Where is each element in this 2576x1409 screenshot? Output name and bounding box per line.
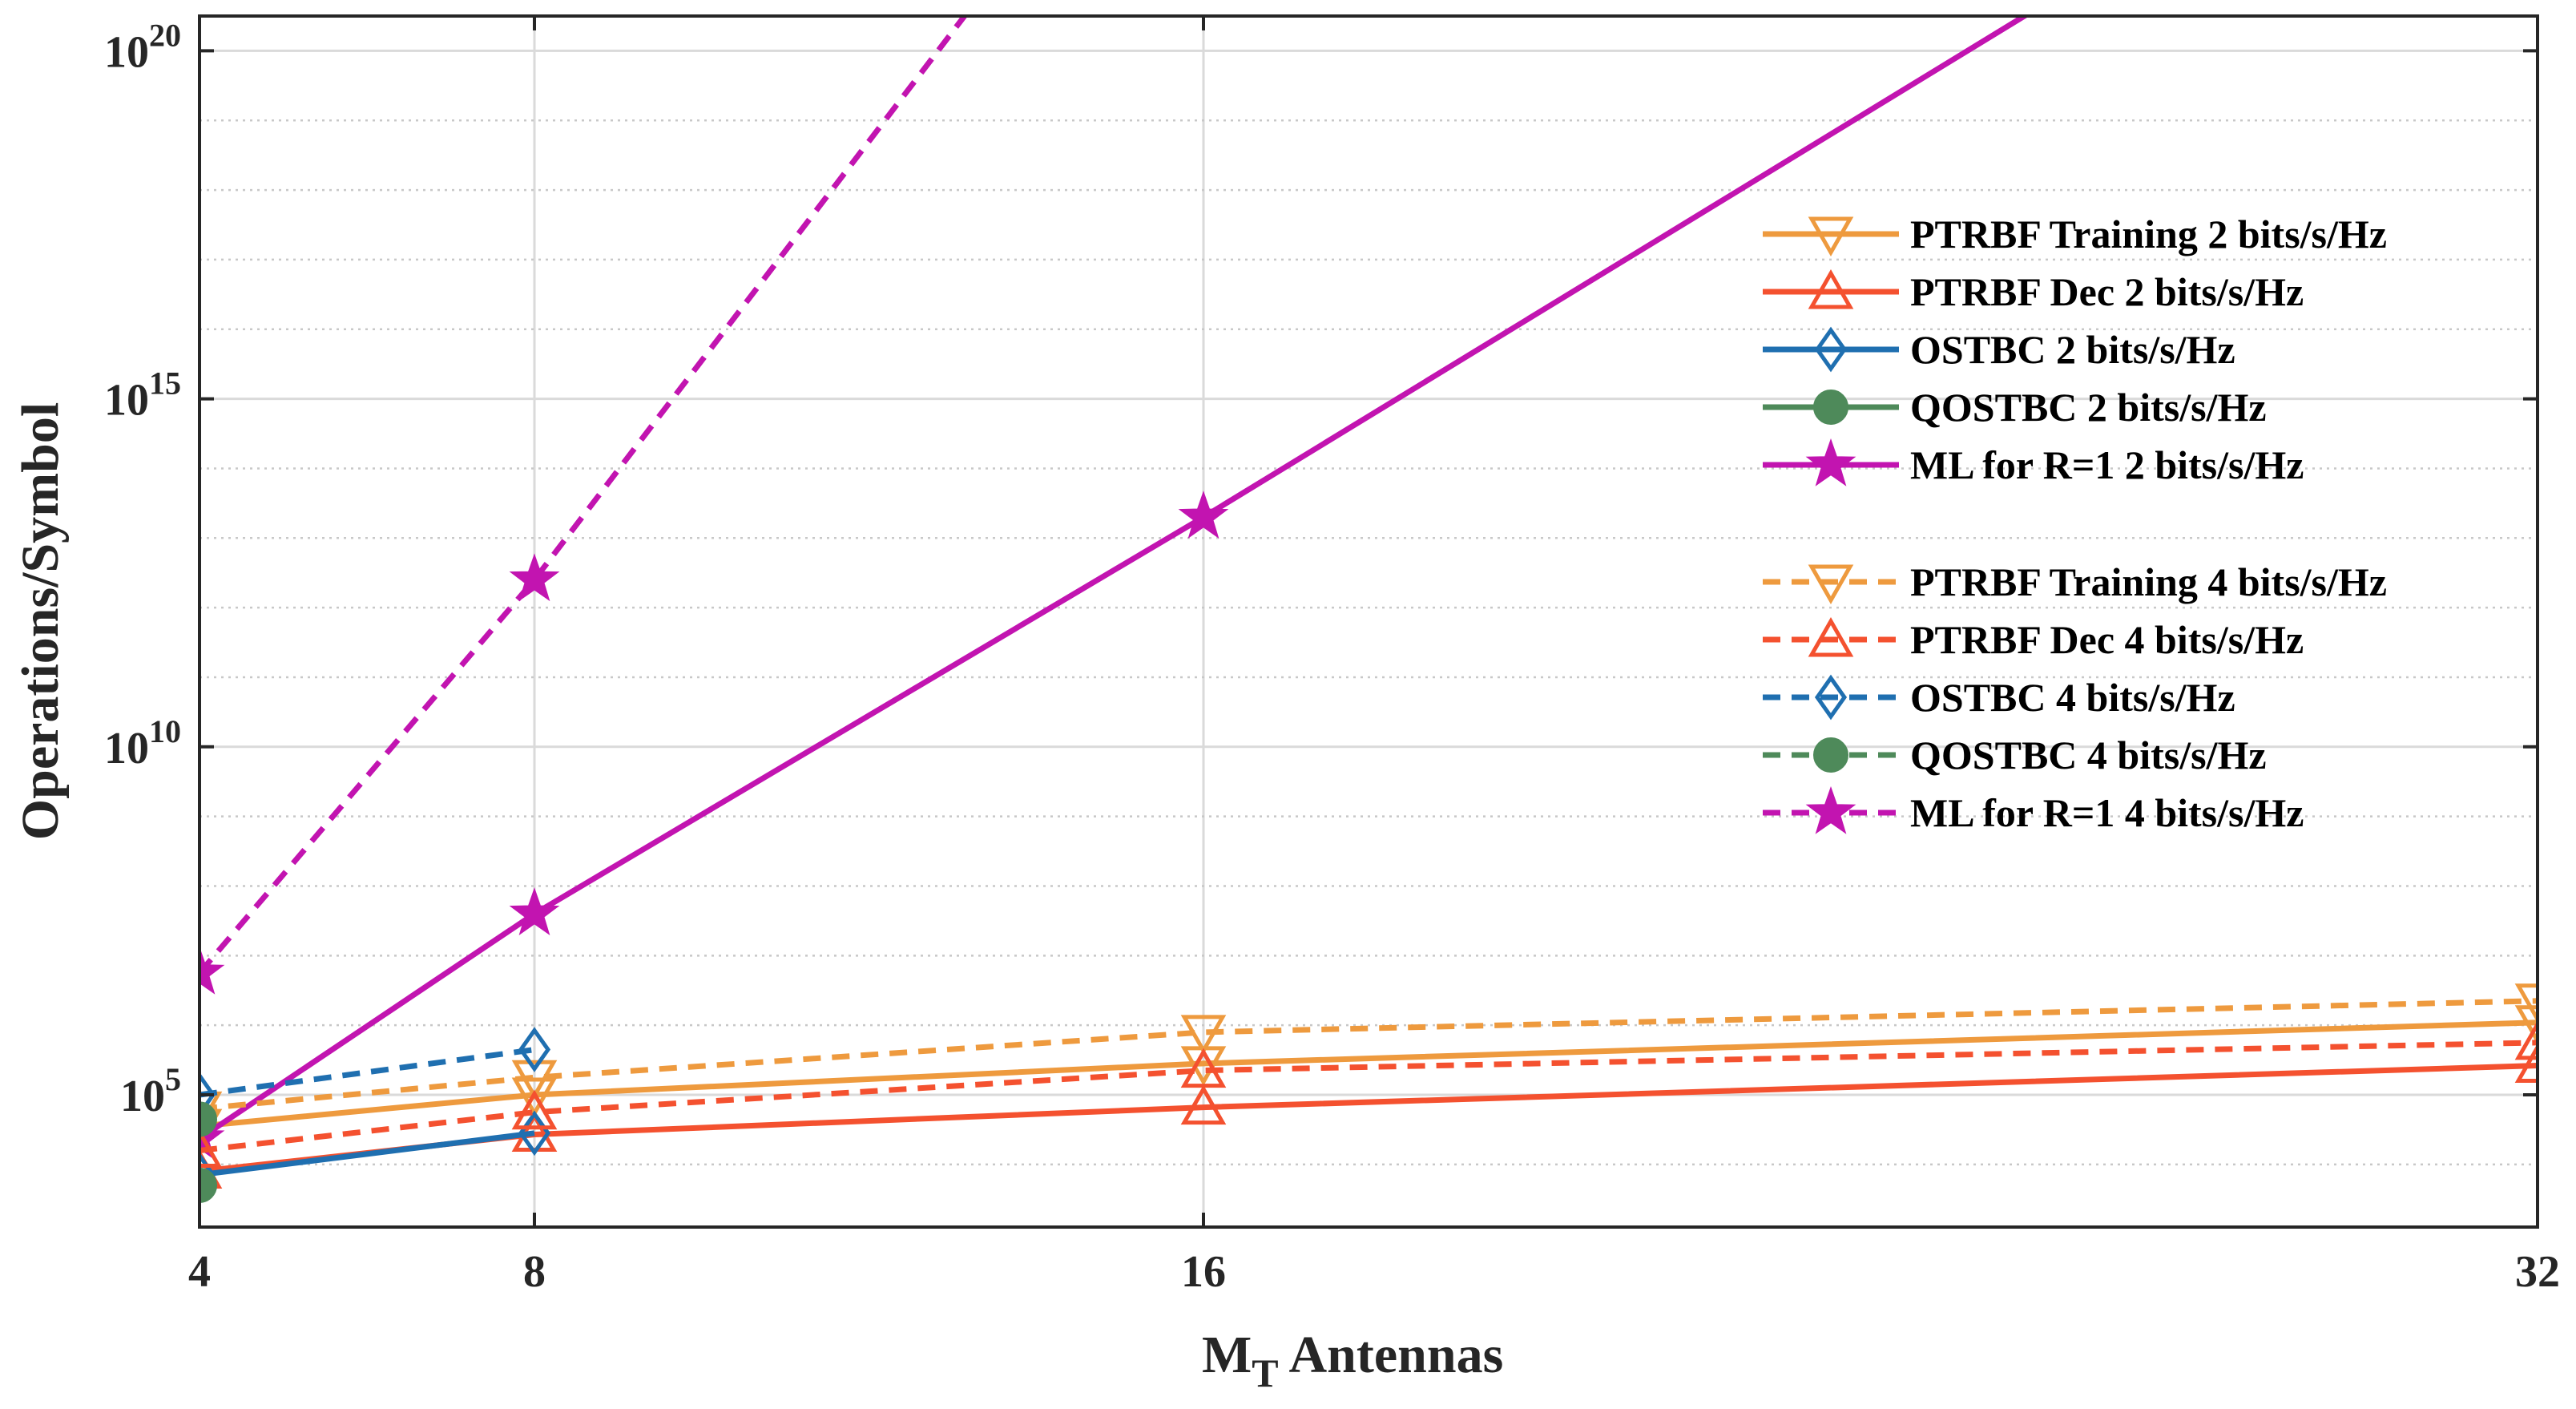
legend-item: ML for R=1 4 bits/s/Hz — [1763, 785, 2304, 835]
series-line — [200, 16, 2030, 1141]
legend-item: PTRBF Training 2 bits/s/Hz — [1763, 212, 2387, 257]
marker-triangle-up — [1180, 1084, 1227, 1125]
legend-label: PTRBF Dec 4 bits/s/Hz — [1910, 617, 2304, 662]
marker-diamond — [518, 1027, 551, 1072]
marker-triangle-up — [200, 1128, 223, 1168]
marker-star — [1805, 438, 1856, 486]
y-tick-label: 1015 — [104, 365, 181, 426]
marker-triangle-up — [2514, 1019, 2538, 1060]
marker-star — [509, 553, 560, 602]
legend-item: PTRBF Dec 4 bits/s/Hz — [1763, 616, 2304, 662]
series — [200, 1101, 217, 1137]
marker-triangle-up — [1180, 1048, 1227, 1088]
legend-item: PTRBF Dec 2 bits/s/Hz — [1763, 268, 2304, 314]
marker-triangle-down — [1808, 564, 1854, 605]
legend-label: QOSTBC 4 bits/s/Hz — [1910, 733, 2267, 777]
series-line — [200, 1040, 2538, 1153]
marker-star — [200, 946, 225, 995]
x-tick-label: 16 — [1181, 1247, 1226, 1297]
legend-item: OSTBC 2 bits/s/Hz — [1763, 326, 2235, 373]
marker-diamond — [200, 1152, 216, 1198]
marker-diamond — [1814, 326, 1848, 373]
x-tick-label: 4 — [188, 1247, 211, 1297]
x-axis: 4 8 16 32 — [188, 16, 2560, 1297]
legend-label: PTRBF Training 4 bits/s/Hz — [1910, 559, 2387, 604]
series — [200, 16, 2030, 1161]
legend-item: QOSTBC 2 bits/s/Hz — [1763, 385, 2267, 430]
marker-triangle-up — [1808, 268, 1854, 309]
legend-item: QOSTBC 4 bits/s/Hz — [1763, 733, 2267, 777]
legend-label: PTRBF Training 2 bits/s/Hz — [1910, 212, 2387, 256]
marker-circle — [1813, 737, 1848, 773]
legend-label: ML for R=1 2 bits/s/Hz — [1910, 442, 2304, 487]
marker-triangle-down — [1808, 216, 1854, 257]
marker-triangle-down — [511, 1077, 558, 1118]
marker-diamond — [1814, 674, 1848, 721]
x-axis-title: MT Antennas — [1202, 1326, 1503, 1395]
marker-triangle-up — [1808, 616, 1854, 657]
series-line — [200, 998, 2538, 1112]
legend: PTRBF Training 2 bits/s/Hz PTRBF Dec 2 bi… — [1763, 212, 2387, 835]
marker-triangle-down — [1180, 1015, 1227, 1055]
marker-circle — [200, 1101, 217, 1137]
marker-star — [1178, 491, 1229, 539]
marker-circle — [200, 1167, 217, 1203]
marker-diamond — [200, 1072, 216, 1118]
marker-triangle-down — [511, 1060, 558, 1100]
y-tick-label: 1020 — [104, 17, 181, 77]
legend-label: PTRBF Dec 2 bits/s/Hz — [1910, 269, 2304, 314]
marker-triangle-up — [2514, 1043, 2538, 1084]
y-tick-label: 1010 — [104, 713, 181, 773]
x-tick-label: 32 — [2515, 1247, 2560, 1297]
legend-label: OSTBC 4 bits/s/Hz — [1910, 675, 2235, 720]
y-axis: 105 1010 1015 1020 — [104, 17, 2538, 1121]
plot-frame — [198, 14, 2539, 1229]
legend-label: OSTBC 2 bits/s/Hz — [1910, 327, 2235, 372]
marker-triangle-up — [511, 1089, 558, 1130]
series-line — [200, 1019, 2538, 1129]
legend-item: OSTBC 4 bits/s/Hz — [1763, 674, 2235, 721]
marker-circle — [1813, 390, 1848, 425]
series-line — [200, 1130, 535, 1178]
y-tick-label: 105 — [120, 1061, 181, 1121]
marker-triangle-down — [2514, 1005, 2538, 1045]
legend-item: PTRBF Training 4 bits/s/Hz — [1763, 559, 2387, 605]
marker-triangle-down — [2514, 983, 2538, 1023]
legend-label: QOSTBC 2 bits/s/Hz — [1910, 385, 2267, 430]
x-tick-label: 8 — [523, 1247, 546, 1297]
series — [200, 1019, 2538, 1168]
series — [200, 1027, 551, 1118]
series — [200, 1167, 217, 1203]
legend-item: ML for R=1 2 bits/s/Hz — [1763, 438, 2304, 487]
marker-star — [509, 887, 560, 935]
legend-label: ML for R=1 4 bits/s/Hz — [1910, 790, 2304, 835]
series-layer — [200, 16, 2538, 1203]
y-axis-title: Operations/Symbol — [11, 402, 70, 840]
series — [200, 16, 969, 995]
marker-star — [1805, 785, 1856, 834]
